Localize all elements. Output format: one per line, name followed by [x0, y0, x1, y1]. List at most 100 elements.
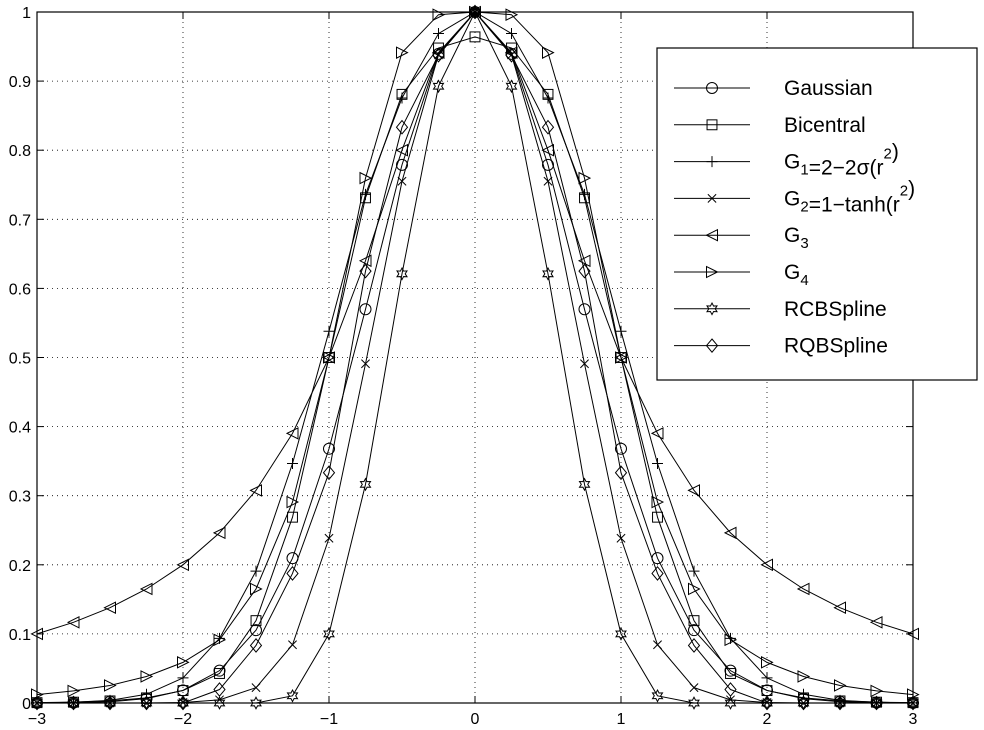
legend-label-part: G	[784, 224, 800, 247]
x-marker	[689, 683, 699, 693]
legend-label-part: )	[908, 177, 915, 200]
circle-marker	[706, 82, 718, 94]
diamond-marker	[67, 695, 80, 711]
legend-label-part: G	[784, 261, 800, 284]
circle-marker	[615, 442, 627, 455]
y-tick-label: 0.8	[9, 143, 31, 160]
triangle-right-marker	[870, 684, 884, 698]
triangle-left-marker	[139, 582, 153, 596]
plus-marker	[706, 156, 718, 168]
star-marker	[907, 696, 919, 710]
star-marker	[578, 477, 591, 492]
triangle-left-marker	[833, 601, 846, 615]
legend-item: G3	[674, 224, 809, 252]
legend-label: G4	[784, 261, 809, 289]
star-marker	[432, 79, 445, 94]
triangle-left-marker	[285, 427, 299, 440]
triangle-left-marker	[687, 484, 700, 497]
triangle-right-marker	[724, 633, 738, 647]
legend-item: RQBSpline	[674, 335, 888, 358]
star-marker	[31, 696, 43, 710]
star-marker	[651, 688, 664, 703]
x-tick-label: 0	[471, 711, 480, 728]
legend-label-part: 4	[800, 272, 808, 289]
diamond-marker	[249, 638, 263, 653]
diamond-marker	[797, 695, 810, 711]
legend-label-part: 1	[800, 162, 808, 179]
triangle-left-marker	[723, 526, 737, 540]
x-tick-label: 1	[617, 711, 626, 728]
plus-marker	[287, 457, 298, 469]
plus-marker	[250, 565, 262, 577]
triangle-right-marker	[542, 46, 555, 59]
diamond-marker	[705, 338, 719, 353]
triangle-left-marker	[869, 615, 883, 629]
star-marker	[542, 266, 554, 281]
diamond-marker	[286, 566, 299, 581]
legend-label: G2=1−tanh(r2)	[784, 177, 915, 216]
triangle-right-marker	[578, 171, 592, 185]
square-marker	[688, 615, 700, 627]
legend-item: G2=1−tanh(r2)	[674, 177, 915, 216]
triangle-left-marker	[176, 558, 189, 572]
triangle-right-marker	[250, 582, 263, 596]
circle-marker	[724, 664, 737, 677]
diamond-marker	[906, 695, 920, 711]
square-marker	[177, 685, 189, 697]
legend-label-part: =2−2σ(r	[809, 157, 884, 180]
x-tick-label: 2	[763, 711, 772, 728]
x-marker	[361, 359, 370, 369]
star-marker	[724, 696, 737, 710]
plus-marker	[542, 92, 554, 104]
circle-marker	[396, 158, 408, 171]
legend-item: Gaussian	[674, 77, 873, 100]
triangle-right-marker	[706, 265, 719, 279]
triangle-left-marker	[760, 558, 773, 572]
triangle-left-marker	[577, 254, 591, 268]
legend-label-part: G	[784, 151, 800, 174]
diamond-marker	[614, 465, 628, 481]
square-marker	[250, 615, 262, 627]
triangle-left-marker	[249, 484, 262, 497]
legend-box	[656, 47, 978, 381]
triangle-left-marker	[796, 582, 810, 596]
star-marker	[797, 696, 810, 710]
diamond-marker	[30, 695, 44, 711]
diamond-marker	[724, 682, 737, 697]
circle-marker	[359, 303, 372, 316]
circle-marker	[578, 303, 591, 316]
diamond-marker	[760, 695, 774, 711]
diamond-marker	[395, 119, 409, 135]
star-marker	[67, 696, 80, 710]
legend-label-part: 2	[900, 182, 908, 199]
y-tick-label: 1	[22, 5, 31, 22]
legend-label: Gaussian	[784, 77, 873, 100]
circle-marker	[688, 624, 700, 637]
triangle-right-marker	[651, 495, 665, 509]
y-tick-label: 0	[22, 696, 31, 713]
triangle-right-marker	[67, 684, 81, 698]
diamond-marker	[322, 465, 336, 481]
triangle-right-marker	[213, 633, 227, 647]
diamond-marker	[687, 638, 701, 653]
diamond-marker	[870, 695, 883, 711]
legend-label-part: 2	[884, 146, 892, 163]
star-marker	[286, 688, 299, 703]
legend-label-part: Bicentral	[784, 114, 866, 137]
x-marker	[616, 533, 626, 543]
legend-label-part: 3	[800, 235, 808, 252]
star-marker	[834, 696, 846, 710]
plus-marker	[506, 28, 517, 40]
triangle-right-marker	[615, 351, 628, 364]
triangle-left-marker	[103, 601, 116, 615]
diamond-marker	[651, 566, 664, 581]
star-marker	[140, 696, 153, 710]
circle-marker	[323, 442, 335, 455]
plus-marker	[761, 672, 773, 684]
x-marker	[251, 683, 261, 693]
circle-marker	[250, 624, 262, 637]
x-tick-label: −3	[28, 711, 46, 728]
y-tick-label: 0.3	[9, 489, 31, 506]
series-line	[36, 36, 914, 704]
